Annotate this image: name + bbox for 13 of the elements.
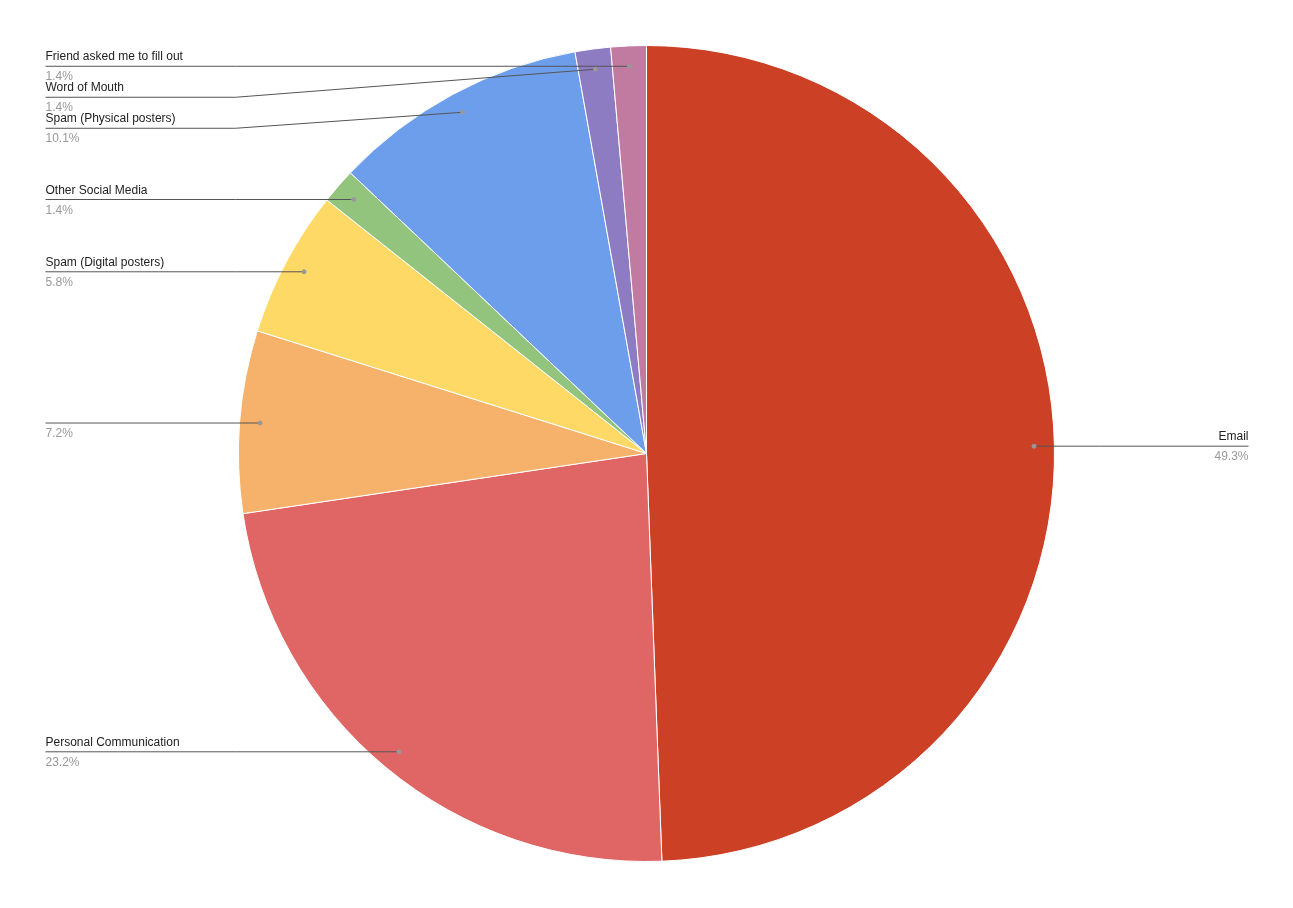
slice-label: Email bbox=[1218, 429, 1249, 444]
data-label: 1.4% bbox=[45, 202, 74, 217]
slice-label: Personal Communication bbox=[45, 734, 180, 749]
data-label: 49.3% bbox=[1214, 449, 1249, 464]
slice-label: Spam (Physical posters) bbox=[45, 111, 176, 126]
data-label: 23.2% bbox=[45, 754, 80, 769]
slice-label: Spam (Digital posters) bbox=[45, 254, 165, 269]
slice-label: Friend asked me to fill out bbox=[45, 49, 184, 64]
data-label: 5.8% bbox=[45, 274, 74, 289]
data-label: 10.1% bbox=[45, 131, 80, 146]
slice-label: Word of Mouth bbox=[45, 80, 124, 95]
data-label: 7.2% bbox=[45, 426, 74, 441]
slice-label: Other Social Media bbox=[45, 182, 148, 197]
